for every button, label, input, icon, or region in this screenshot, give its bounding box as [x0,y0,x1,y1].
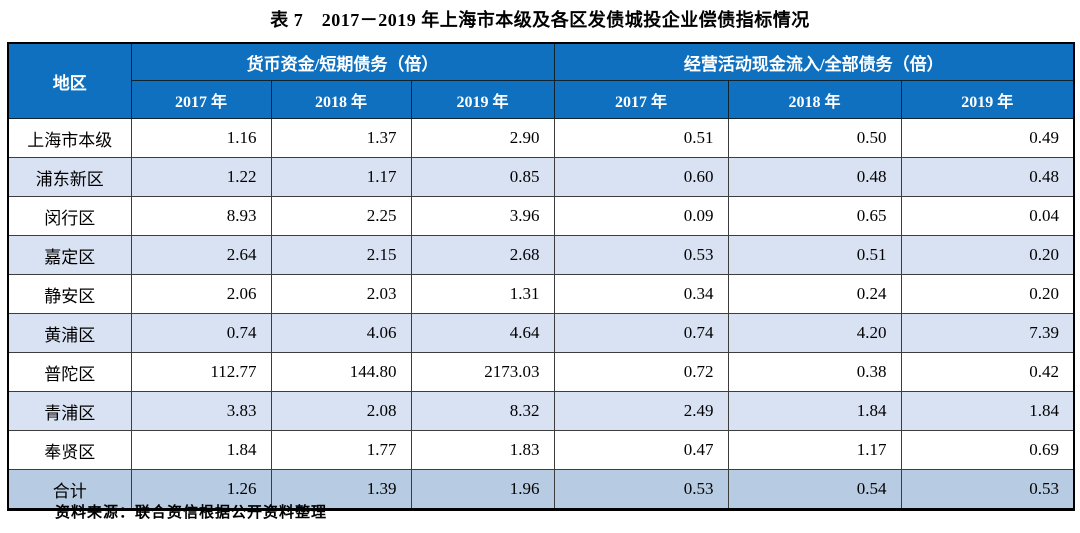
table-row: 静安区 2.06 2.03 1.31 0.34 0.24 0.20 [7,274,1075,314]
value-cell: 1.96 [410,469,555,510]
value-cell: 2.49 [553,391,729,431]
region-cell: 合计 [7,469,132,510]
value-cell: 0.85 [410,157,555,197]
value-cell: 1.39 [270,469,412,510]
value-cell: 0.49 [900,118,1075,158]
value-cell: 1.16 [130,118,272,158]
value-cell: 3.96 [410,196,555,236]
value-cell: 1.22 [130,157,272,197]
value-cell: 0.53 [900,469,1075,510]
value-cell: 1.77 [270,430,412,470]
value-cell: 1.37 [270,118,412,158]
value-cell: 0.51 [727,235,902,275]
value-cell: 0.65 [727,196,902,236]
value-cell: 0.24 [727,274,902,314]
table-row: 普陀区 112.77 144.80 2173.03 0.72 0.38 0.42 [7,352,1075,392]
table-header: 地区 货币资金/短期债务（倍） 经营活动现金流入/全部债务（倍） 2017 年 … [7,42,1075,119]
region-cell: 黄浦区 [7,313,132,353]
header-year: 2018 年 [727,80,902,119]
table-body: 上海市本级 1.16 1.37 2.90 0.51 0.50 0.49 浦东新区… [7,118,1075,510]
value-cell: 2.68 [410,235,555,275]
value-cell: 0.72 [553,352,729,392]
value-cell: 2.15 [270,235,412,275]
region-cell: 嘉定区 [7,235,132,275]
header-year: 2019 年 [410,80,555,119]
region-cell: 青浦区 [7,391,132,431]
value-cell: 3.83 [130,391,272,431]
value-cell: 2.08 [270,391,412,431]
header-year: 2019 年 [900,80,1075,119]
value-cell: 2.06 [130,274,272,314]
value-cell: 0.04 [900,196,1075,236]
value-cell: 1.17 [727,430,902,470]
region-cell: 奉贤区 [7,430,132,470]
table-row: 青浦区 3.83 2.08 8.32 2.49 1.84 1.84 [7,391,1075,431]
header-year: 2018 年 [270,80,412,119]
region-cell: 浦东新区 [7,157,132,197]
table-total-row: 合计 1.26 1.39 1.96 0.53 0.54 0.53 [7,469,1075,510]
table-row: 嘉定区 2.64 2.15 2.68 0.53 0.51 0.20 [7,235,1075,275]
value-cell: 2.03 [270,274,412,314]
value-cell: 4.06 [270,313,412,353]
value-cell: 2.25 [270,196,412,236]
header-year: 2017 年 [130,80,272,119]
value-cell: 4.20 [727,313,902,353]
value-cell: 1.83 [410,430,555,470]
table-row: 奉贤区 1.84 1.77 1.83 0.47 1.17 0.69 [7,430,1075,470]
value-cell: 1.31 [410,274,555,314]
value-cell: 0.53 [553,235,729,275]
region-cell: 静安区 [7,274,132,314]
table-row: 上海市本级 1.16 1.37 2.90 0.51 0.50 0.49 [7,118,1075,158]
debt-indicator-table: 地区 货币资金/短期债务（倍） 经营活动现金流入/全部债务（倍） 2017 年 … [7,42,1076,511]
value-cell: 144.80 [270,352,412,392]
header-region: 地区 [7,42,132,119]
value-cell: 8.93 [130,196,272,236]
value-cell: 1.84 [727,391,902,431]
value-cell: 1.84 [900,391,1075,431]
value-cell: 7.39 [900,313,1075,353]
value-cell: 1.17 [270,157,412,197]
value-cell: 0.51 [553,118,729,158]
table-row: 闵行区 8.93 2.25 3.96 0.09 0.65 0.04 [7,196,1075,236]
value-cell: 0.42 [900,352,1075,392]
value-cell: 2.90 [410,118,555,158]
value-cell: 1.84 [130,430,272,470]
value-cell: 0.47 [553,430,729,470]
value-cell: 0.53 [553,469,729,510]
source-note: 资料来源：联合资信根据公开资料整理 [55,505,328,521]
header-year: 2017 年 [553,80,729,119]
header-year-row: 2017 年 2018 年 2019 年 2017 年 2018 年 2019 … [8,80,1075,119]
value-cell: 0.20 [900,274,1075,314]
value-cell: 0.69 [900,430,1075,470]
value-cell: 2173.03 [410,352,555,392]
table-row: 黄浦区 0.74 4.06 4.64 0.74 4.20 7.39 [7,313,1075,353]
value-cell: 0.34 [553,274,729,314]
value-cell: 0.54 [727,469,902,510]
value-cell: 0.48 [727,157,902,197]
value-cell: 0.48 [900,157,1075,197]
value-cell: 0.60 [553,157,729,197]
header-group-row: 地区 货币资金/短期债务（倍） 经营活动现金流入/全部债务（倍） [7,42,1075,119]
value-cell: 0.09 [553,196,729,236]
header-group-cash-short-debt: 货币资金/短期债务（倍） [130,42,555,81]
value-cell: 0.20 [900,235,1075,275]
value-cell: 0.50 [727,118,902,158]
region-cell: 普陀区 [7,352,132,392]
value-cell: 0.38 [727,352,902,392]
region-cell: 上海市本级 [7,118,132,158]
value-cell: 0.74 [130,313,272,353]
table-title: 表 7 2017－2019 年上海市本级及各区发债城投企业偿债指标情况 [270,10,810,30]
value-cell: 0.74 [553,313,729,353]
region-cell: 闵行区 [7,196,132,236]
header-group-ocf-total-debt: 经营活动现金流入/全部债务（倍） [553,42,1075,81]
value-cell: 112.77 [130,352,272,392]
value-cell: 2.64 [130,235,272,275]
value-cell: 8.32 [410,391,555,431]
table-row: 浦东新区 1.22 1.17 0.85 0.60 0.48 0.48 [7,157,1075,197]
value-cell: 4.64 [410,313,555,353]
